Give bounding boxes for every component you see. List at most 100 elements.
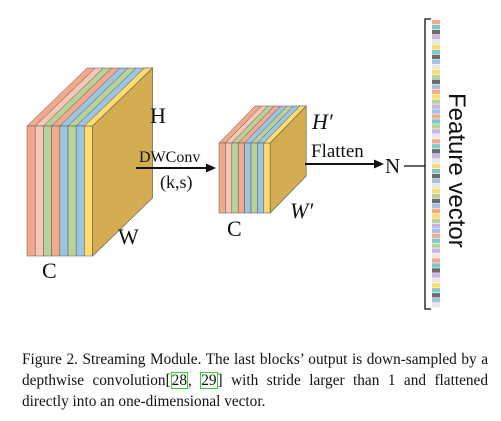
vector-cell <box>432 149 440 154</box>
channel-slice <box>263 142 271 214</box>
vector-cell <box>432 218 440 223</box>
vector-cell <box>432 164 440 169</box>
channel-slice <box>75 125 85 257</box>
vector-cell <box>432 213 440 219</box>
channel-slice <box>59 125 69 257</box>
vector-cell <box>432 278 440 283</box>
spatial-face <box>92 67 153 257</box>
vector-cell <box>432 89 440 94</box>
channel-slice <box>231 142 239 214</box>
citation-link-28[interactable]: 28 <box>170 372 188 389</box>
vector-cell <box>432 258 440 263</box>
vector-cell <box>432 109 440 114</box>
vector-cell <box>432 69 440 75</box>
vector-cell <box>432 268 440 273</box>
vector-cell <box>432 253 440 258</box>
ref-open: [ <box>165 372 171 389</box>
vector-cell <box>432 263 440 268</box>
dwconv-arrow <box>136 163 216 173</box>
channel-slice <box>26 125 36 257</box>
vector-cell <box>432 283 440 288</box>
vector-cell <box>432 183 440 189</box>
caption-label: Figure 2. <box>22 351 78 368</box>
vector-cell <box>432 178 440 184</box>
vector-cell <box>432 124 440 129</box>
flatten-arrow <box>305 159 384 169</box>
vector-cell <box>432 29 440 35</box>
vector-cell <box>432 273 440 278</box>
vector-cell <box>432 159 440 164</box>
vector-cell <box>432 168 440 174</box>
output-width-label: W′ <box>290 198 314 223</box>
streaming-module-diagram: H W C DWConv (k,s) H′ W′ C Flatten N Fea… <box>26 18 470 310</box>
dwconv-params-label: (k,s) <box>160 172 193 193</box>
channel-slice <box>218 142 226 214</box>
vector-cell <box>432 203 440 209</box>
vector-cell <box>432 134 440 139</box>
vector-cell <box>432 298 440 303</box>
vector-cell <box>432 228 440 233</box>
vector-bracket <box>424 18 431 310</box>
vector-cell <box>432 94 440 99</box>
ref-separator: , <box>187 372 201 389</box>
input-feature-block <box>26 67 154 257</box>
downsampled-feature-block <box>218 105 307 214</box>
input-width-label: W <box>118 224 139 249</box>
vector-cell <box>432 198 440 204</box>
channel-slice <box>51 125 61 257</box>
vector-cell <box>432 54 440 60</box>
output-height-label: H′ <box>311 109 334 134</box>
vector-cell <box>432 139 440 144</box>
caption-text-b: with stride larger than 1 and flattened … <box>22 372 488 410</box>
vector-cell <box>432 173 440 179</box>
input-height-label: H <box>150 103 166 128</box>
vector-cell <box>432 208 440 214</box>
channel-slice <box>43 125 52 257</box>
flatten-label: Flatten <box>311 141 364 162</box>
caption-title: Streaming Module. <box>82 351 202 368</box>
vector-length-label: N <box>385 154 400 178</box>
vector-cell <box>432 193 440 199</box>
vector-cell <box>432 119 440 124</box>
vector-cell <box>432 99 440 104</box>
channel-slice <box>244 142 252 214</box>
vector-cell <box>432 74 440 79</box>
vector-cell <box>432 34 440 40</box>
vector-cell <box>432 114 440 119</box>
dwconv-label: DWConv <box>139 149 200 166</box>
spatial-face <box>269 105 307 214</box>
vector-cell <box>432 64 440 70</box>
vector-cell <box>432 233 440 238</box>
vector-cell <box>432 79 440 84</box>
vector-cell <box>432 288 440 293</box>
vector-cell <box>432 44 440 50</box>
channel-slice <box>237 142 245 214</box>
ref-close: ] <box>217 372 223 389</box>
vector-cell <box>432 303 440 308</box>
vector-cell <box>432 243 440 248</box>
vector-cell <box>432 238 440 243</box>
vector-cell <box>432 188 440 194</box>
citation-link-29[interactable]: 29 <box>200 372 218 389</box>
channel-slice <box>67 125 77 257</box>
vector-cell <box>432 248 440 253</box>
vector-cell <box>432 59 440 65</box>
vector-cell <box>432 154 440 159</box>
caption-text-a: The last blocks’ output is down-sampled … <box>22 351 488 389</box>
vector-cell <box>432 129 440 134</box>
channel-slice <box>34 125 44 257</box>
vector-cell <box>432 20 440 25</box>
feature-vector-label: Feature vector <box>443 93 470 248</box>
vector-cell <box>432 104 440 109</box>
vector-cell <box>432 84 440 89</box>
input-channel-label: C <box>42 258 57 283</box>
vector-cell <box>432 49 440 55</box>
feature-vector <box>432 20 440 308</box>
vector-cell <box>432 24 440 30</box>
output-channel-label: C <box>227 216 242 241</box>
figure-caption: Figure 2. Streaming Module. The last blo… <box>22 349 488 412</box>
vector-cell <box>432 144 440 149</box>
channel-slice <box>250 142 258 214</box>
channel-slice <box>84 125 93 257</box>
vector-cell <box>432 293 440 298</box>
